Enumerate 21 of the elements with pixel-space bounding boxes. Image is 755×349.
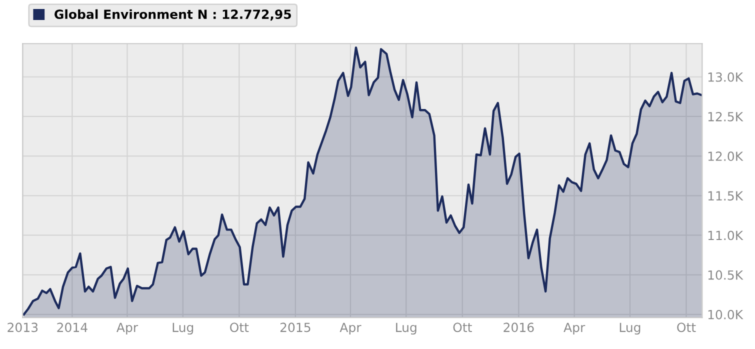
y-tick-label: 11.0K (708, 230, 744, 240)
x-tick-label: Ott (677, 322, 696, 332)
x-tick-label: Lug (396, 322, 416, 335)
x-tick-label: Ott (230, 322, 249, 332)
y-tick-label: 10.0K (708, 310, 744, 320)
x-tick-label: Apr (340, 322, 362, 335)
x-tick-label: Lug (620, 322, 640, 335)
legend-label: Global Environment N : 12.772,95 (54, 9, 291, 21)
y-tick-label: 10.5K (708, 270, 744, 280)
x-tick-label: 2016 (504, 322, 534, 332)
x-tick-label: 2013 (8, 322, 38, 332)
x-tick-label: Apr (116, 322, 138, 335)
x-tick-label: 2014 (57, 322, 88, 332)
y-tick-label: 11.5K (708, 191, 744, 201)
x-tick-label: Ott (453, 322, 472, 332)
y-tick-label: 13.0K (708, 72, 744, 82)
y-tick-label: 12.0K (708, 152, 744, 161)
x-tick-label: Lug (172, 322, 194, 335)
y-tick-label: 12.5K (708, 112, 744, 122)
x-tick-label: Apr (564, 322, 586, 335)
x-tick-label: 2015 (280, 322, 310, 332)
